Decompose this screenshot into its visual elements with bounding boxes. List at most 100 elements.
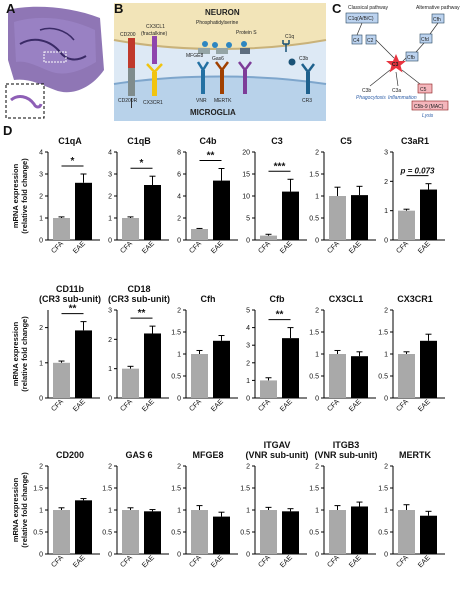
cd200-label: CD200	[120, 32, 136, 38]
y-tick-label: 1.5	[240, 486, 250, 493]
y-tick-label: 3	[108, 172, 112, 179]
y-tick-label: 2	[177, 464, 181, 471]
y-tick-label: 2	[39, 325, 43, 332]
y-tick-label: 0	[384, 552, 388, 559]
c5b9-box	[411, 100, 449, 111]
y-tick-label: 1	[384, 352, 388, 359]
bar-cfa	[191, 510, 208, 554]
c1q-label: C1q	[285, 34, 294, 40]
bar-eae	[144, 511, 161, 554]
phosphatidylserine-label: Phosphatidylserine	[196, 20, 238, 26]
x-tick-label: CFA	[119, 554, 134, 569]
significance-label: **	[138, 308, 146, 319]
mfge8-label: MFGE8	[186, 53, 203, 59]
panel-b: NEURON MICROGLIA CD200 CD200R CX3CL1 (fr…	[113, 1, 327, 121]
x-tick-label: CFA	[119, 398, 134, 413]
bar-eae	[75, 182, 92, 240]
y-tick-label: 2	[384, 308, 388, 315]
phosphatidylserine-dot-1	[202, 41, 208, 47]
c4-node-label: C4	[353, 38, 360, 44]
y-tick-label: 4	[39, 150, 43, 157]
y-tick-label: 1.5	[309, 330, 319, 337]
y-tick-label: 0	[108, 238, 112, 245]
cx3cl1-label: CX3CL1	[146, 24, 165, 30]
chart-gas-6: GAS 6 0 0.5 1 1.5 2 CFA EAE	[102, 450, 169, 569]
y-axis-label-unit: (relative fold change)	[20, 158, 29, 234]
x-tick-label: EAE	[210, 398, 225, 413]
cfd-box	[419, 33, 433, 44]
bar-eae	[282, 338, 299, 398]
y-tick-label: 0.5	[33, 530, 43, 537]
bar-eae	[420, 515, 437, 554]
y-tick-label: 0.5	[378, 530, 388, 537]
y-tick-label: 1.5	[309, 172, 319, 179]
mfge8-shape	[198, 48, 210, 54]
x-tick-label: EAE	[141, 398, 156, 413]
cr3-stalk	[306, 72, 310, 94]
panel-letter-a: A	[6, 1, 16, 16]
y-tick-label: 0	[315, 238, 319, 245]
protein-s-shape	[240, 48, 250, 54]
y-tick-label: 2	[39, 464, 43, 471]
chart-title: C5	[340, 136, 352, 146]
bar-cfa	[398, 510, 415, 554]
c5-node-label: C5	[420, 87, 427, 93]
y-tick-label: 2	[108, 464, 112, 471]
significance-label: ***	[274, 161, 286, 172]
x-tick-label: CFA	[326, 554, 341, 569]
y-tick-label: 0	[246, 552, 250, 559]
y-tick-label: 0	[108, 396, 112, 403]
c2-box	[365, 34, 377, 45]
x-tick-label: EAE	[348, 554, 363, 569]
cd200r-label: CD200R	[118, 98, 138, 104]
c1q-shape	[282, 40, 290, 52]
bar-eae	[351, 195, 368, 240]
x-tick-label: CFA	[50, 240, 65, 255]
protein-s-receptor-stalk	[243, 70, 247, 94]
y-axis-label-unit: (relative fold change)	[20, 316, 29, 392]
neuron-membrane	[114, 3, 326, 49]
y-tick-label: 1	[384, 208, 388, 215]
chart-title: C1qA	[58, 136, 82, 146]
x-tick-label: CFA	[395, 398, 410, 413]
chart-subtitle: (VNR sub-unit)	[315, 450, 378, 460]
cx3cr1-label: CX3CR1	[143, 100, 163, 106]
chart-title: ITGAV	[264, 440, 291, 450]
x-tick-label: CFA	[257, 240, 272, 255]
bar-cfa	[191, 354, 208, 398]
y-tick-label: 0	[39, 238, 43, 245]
y-axis-label: mRNA expression	[11, 477, 20, 542]
chart-cd11b: CD11b(CR3 sub-unit) 0 1 2 CFA EAE ** mRNA expre…	[11, 284, 101, 413]
chart-title: MERTK	[399, 450, 431, 460]
c3b-node-label: C3b	[362, 88, 371, 94]
y-tick-label: 6	[177, 172, 181, 179]
cd200-shape	[128, 38, 135, 68]
y-tick-label: 1.5	[378, 330, 388, 337]
chart-title: Cfh	[201, 294, 216, 304]
x-tick-label: EAE	[141, 240, 156, 255]
bar-eae	[282, 511, 299, 554]
classical-pathway-label: Classical pathway	[348, 5, 389, 11]
arrow-c2-c3	[375, 39, 395, 59]
y-tick-label: 10	[242, 194, 250, 201]
bar-cfa	[122, 510, 139, 554]
arrow-c1q-c4	[356, 22, 363, 36]
y-tick-label: 2	[177, 308, 181, 315]
bar-cfa	[398, 354, 415, 398]
inset-box	[5, 83, 45, 119]
bar-cfa	[191, 229, 208, 240]
y-tick-label: 15	[242, 172, 250, 179]
panel-letter-b: B	[114, 1, 123, 16]
chart-cx3cr1: CX3CR1 0 0.5 1 1.5 2 CFA EAE	[378, 294, 445, 413]
x-tick-label: EAE	[348, 398, 363, 413]
bar-eae	[282, 191, 299, 240]
y-tick-label: 0	[315, 396, 319, 403]
y-tick-label: 0	[246, 396, 250, 403]
c1q-node-label: C1q(A/B/C)	[348, 16, 374, 22]
x-tick-label: CFA	[188, 398, 203, 413]
x-tick-label: EAE	[210, 554, 225, 569]
y-tick-label: 0.5	[171, 530, 181, 537]
y-tick-label: 1	[246, 508, 250, 515]
